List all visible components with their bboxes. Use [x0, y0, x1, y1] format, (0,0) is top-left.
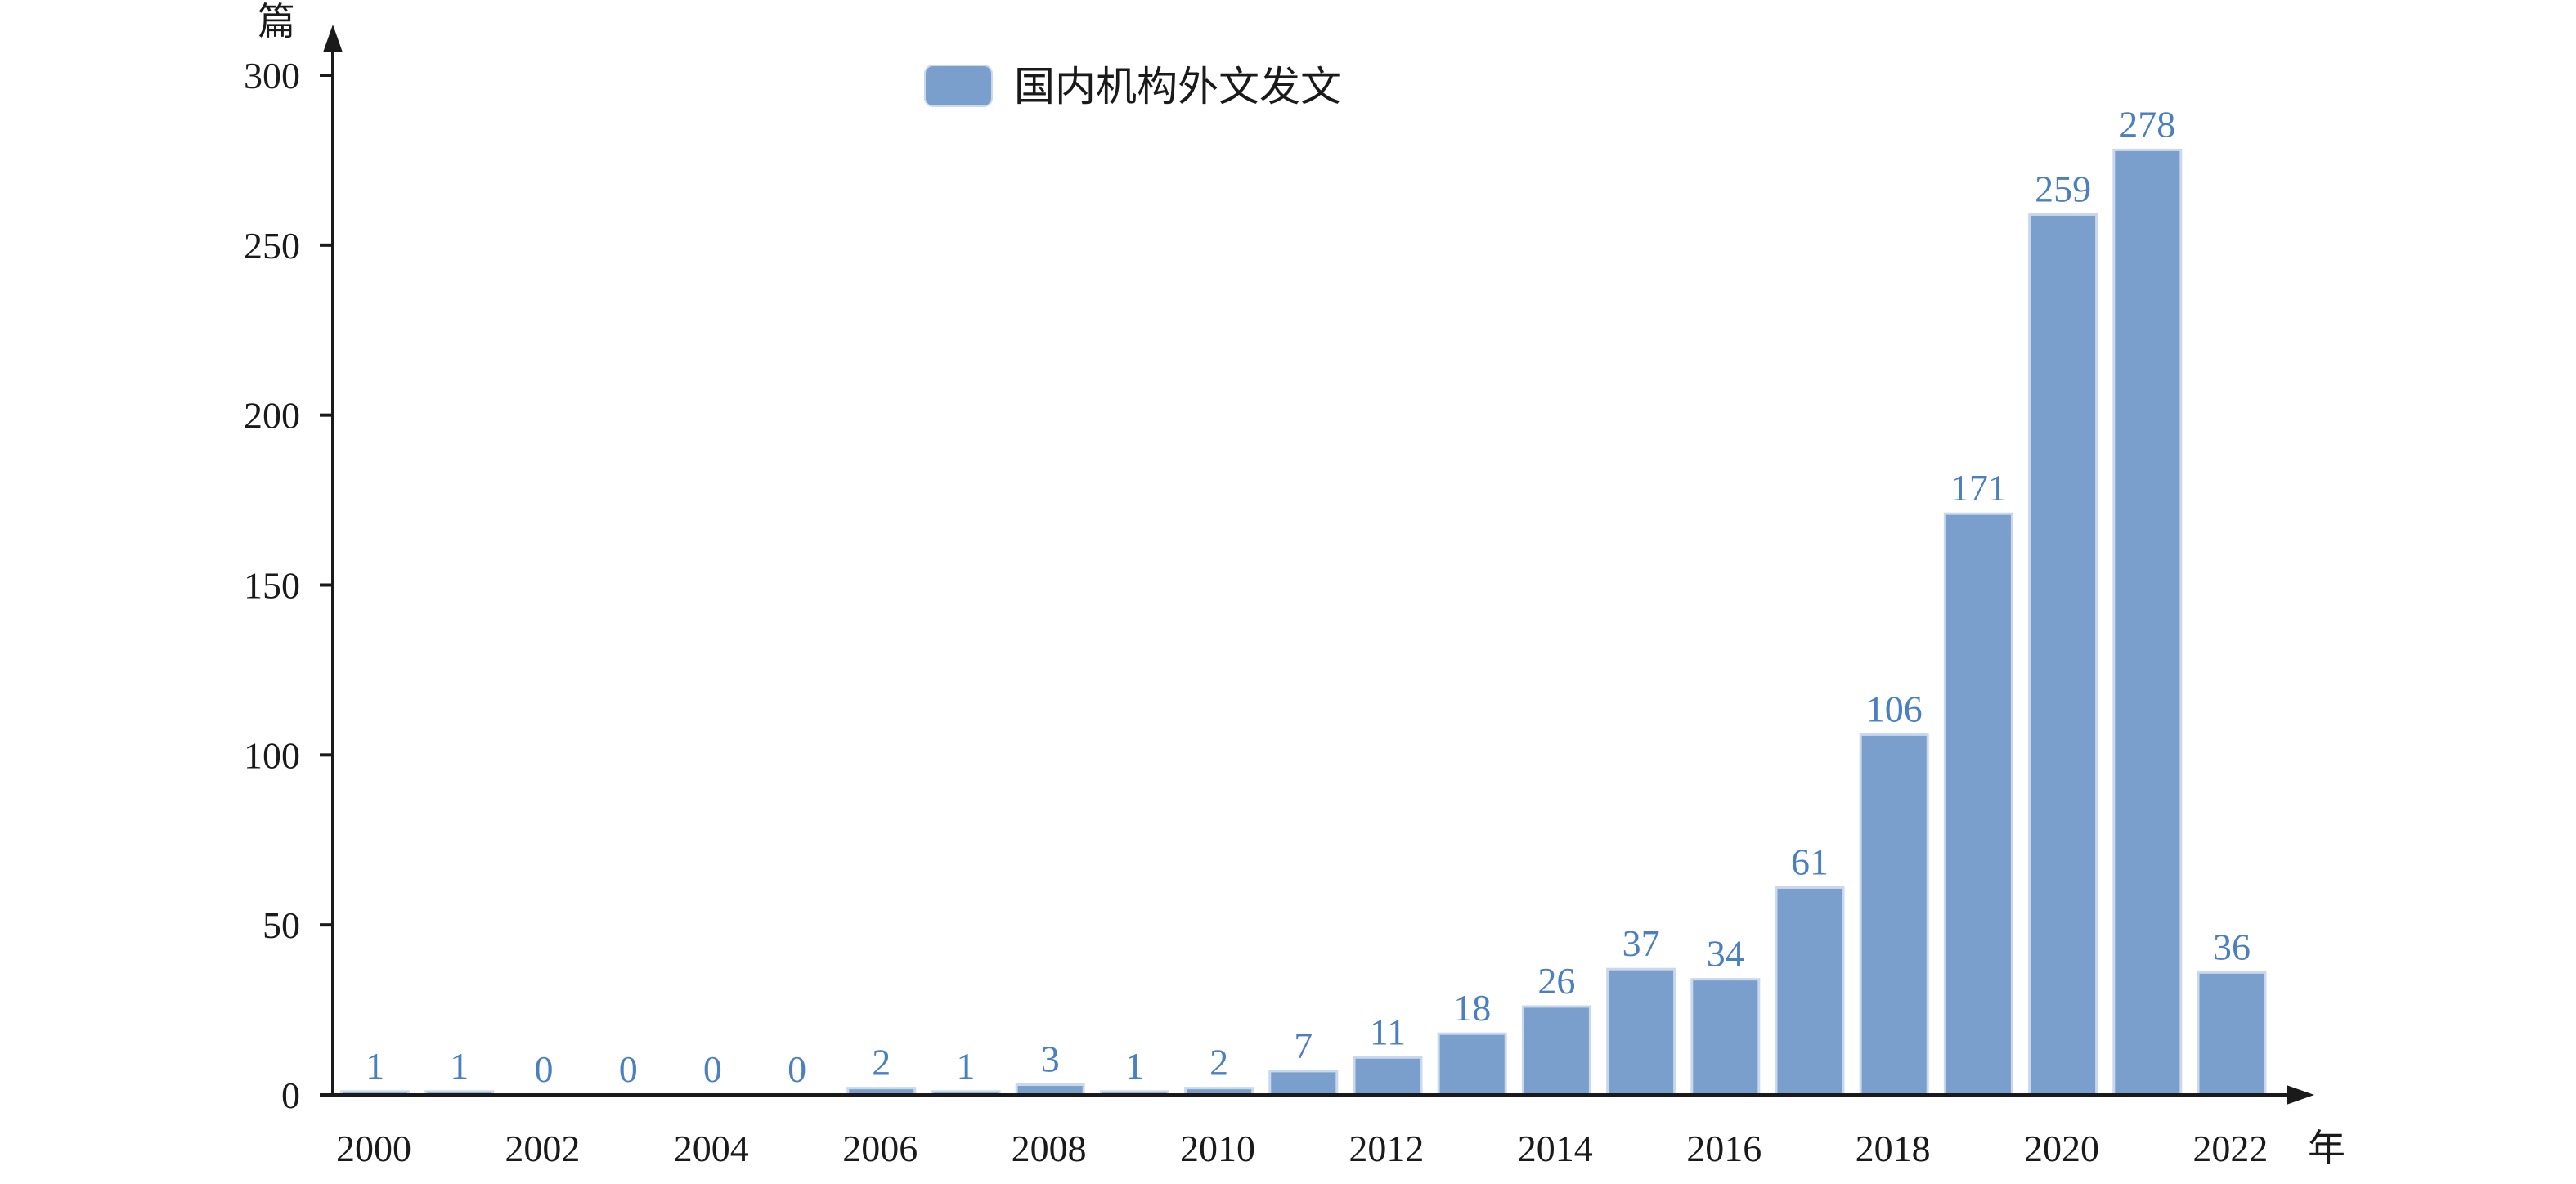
x-tick-label-2020: 2020: [2024, 1128, 2099, 1169]
y-tick-label: 100: [244, 734, 300, 776]
y-tick-label: 0: [281, 1074, 300, 1116]
x-tick-label-2012: 2012: [1349, 1128, 1424, 1169]
data-label-2009: 1: [1125, 1045, 1144, 1087]
data-label-2007: 1: [957, 1045, 976, 1087]
y-tick-label: 300: [244, 55, 300, 96]
x-tick-label-2018: 2018: [1856, 1128, 1931, 1169]
y-axis-arrow: [323, 25, 343, 52]
x-tick-label-2000: 2000: [336, 1128, 411, 1169]
bars-layer: [340, 148, 2267, 1097]
x-tick-label-2004: 2004: [674, 1128, 749, 1169]
bar-2022: [2197, 971, 2267, 1097]
y-unit-label: 篇: [258, 1, 295, 43]
legend-label: 国内机构外文发文: [1014, 64, 1341, 110]
bar-2018: [1859, 733, 1929, 1097]
data-label-2005: 0: [788, 1048, 806, 1090]
data-label-2013: 18: [1453, 987, 1491, 1029]
x-tick-label-2002: 2002: [505, 1128, 580, 1169]
data-label-2019: 171: [1950, 467, 2007, 509]
legend-swatch: [924, 65, 993, 107]
bar-2016: [1690, 978, 1761, 1097]
data-label-2020: 259: [2035, 168, 2091, 209]
x-axis-arrow: [2287, 1085, 2314, 1105]
x-ticks-layer: 2000 2002 2004 2006 2008 2010 2012 2014 2016 2018…: [336, 1128, 2268, 1169]
axes-layer: [323, 25, 2314, 1105]
bar-2020: [2028, 213, 2098, 1097]
data-label-2001: 1: [450, 1045, 469, 1087]
data-label-2000: 1: [366, 1045, 384, 1087]
data-label-2008: 3: [1041, 1038, 1060, 1080]
y-tick-label: 250: [244, 225, 300, 267]
y-ticks-layer: 0 50 100 150 200 250 300: [244, 55, 333, 1116]
data-label-2021: 278: [2119, 103, 2175, 145]
data-label-2006: 2: [872, 1042, 891, 1083]
bar-2021: [2112, 148, 2183, 1097]
bar-2017: [1775, 886, 1845, 1097]
x-tick-label-2016: 2016: [1686, 1128, 1761, 1169]
x-unit-label: 年: [2308, 1128, 2345, 1169]
x-tick-label-2008: 2008: [1012, 1128, 1087, 1169]
bar-2013: [1437, 1032, 1507, 1097]
x-tick-label-2022: 2022: [2192, 1128, 2268, 1169]
y-tick-label: 50: [263, 904, 300, 946]
data-label-2003: 0: [619, 1048, 638, 1090]
bar-2011: [1268, 1070, 1339, 1097]
data-label-2018: 106: [1866, 688, 1923, 729]
bar-2019: [1943, 512, 2013, 1097]
y-tick-label: 150: [244, 565, 300, 607]
data-label-2010: 2: [1209, 1042, 1228, 1083]
data-label-2015: 37: [1622, 922, 1660, 964]
data-label-2017: 61: [1791, 841, 1829, 882]
data-label-2012: 11: [1370, 1011, 1406, 1052]
y-tick-label: 200: [244, 395, 300, 437]
data-label-2014: 26: [1537, 960, 1575, 1002]
data-label-2011: 7: [1294, 1025, 1313, 1066]
bar-2015: [1606, 967, 1676, 1097]
legend: 国内机构外文发文: [924, 64, 1341, 110]
x-tick-label-2014: 2014: [1518, 1128, 1593, 1169]
x-tick-label-2006: 2006: [842, 1128, 918, 1169]
bar-2014: [1521, 1005, 1591, 1097]
data-label-2002: 0: [535, 1048, 554, 1090]
x-tick-label-2010: 2010: [1180, 1128, 1255, 1169]
data-label-2022: 36: [2213, 926, 2251, 967]
data-label-2004: 0: [703, 1048, 722, 1090]
bar-2012: [1353, 1056, 1423, 1097]
data-label-2016: 34: [1707, 933, 1744, 975]
